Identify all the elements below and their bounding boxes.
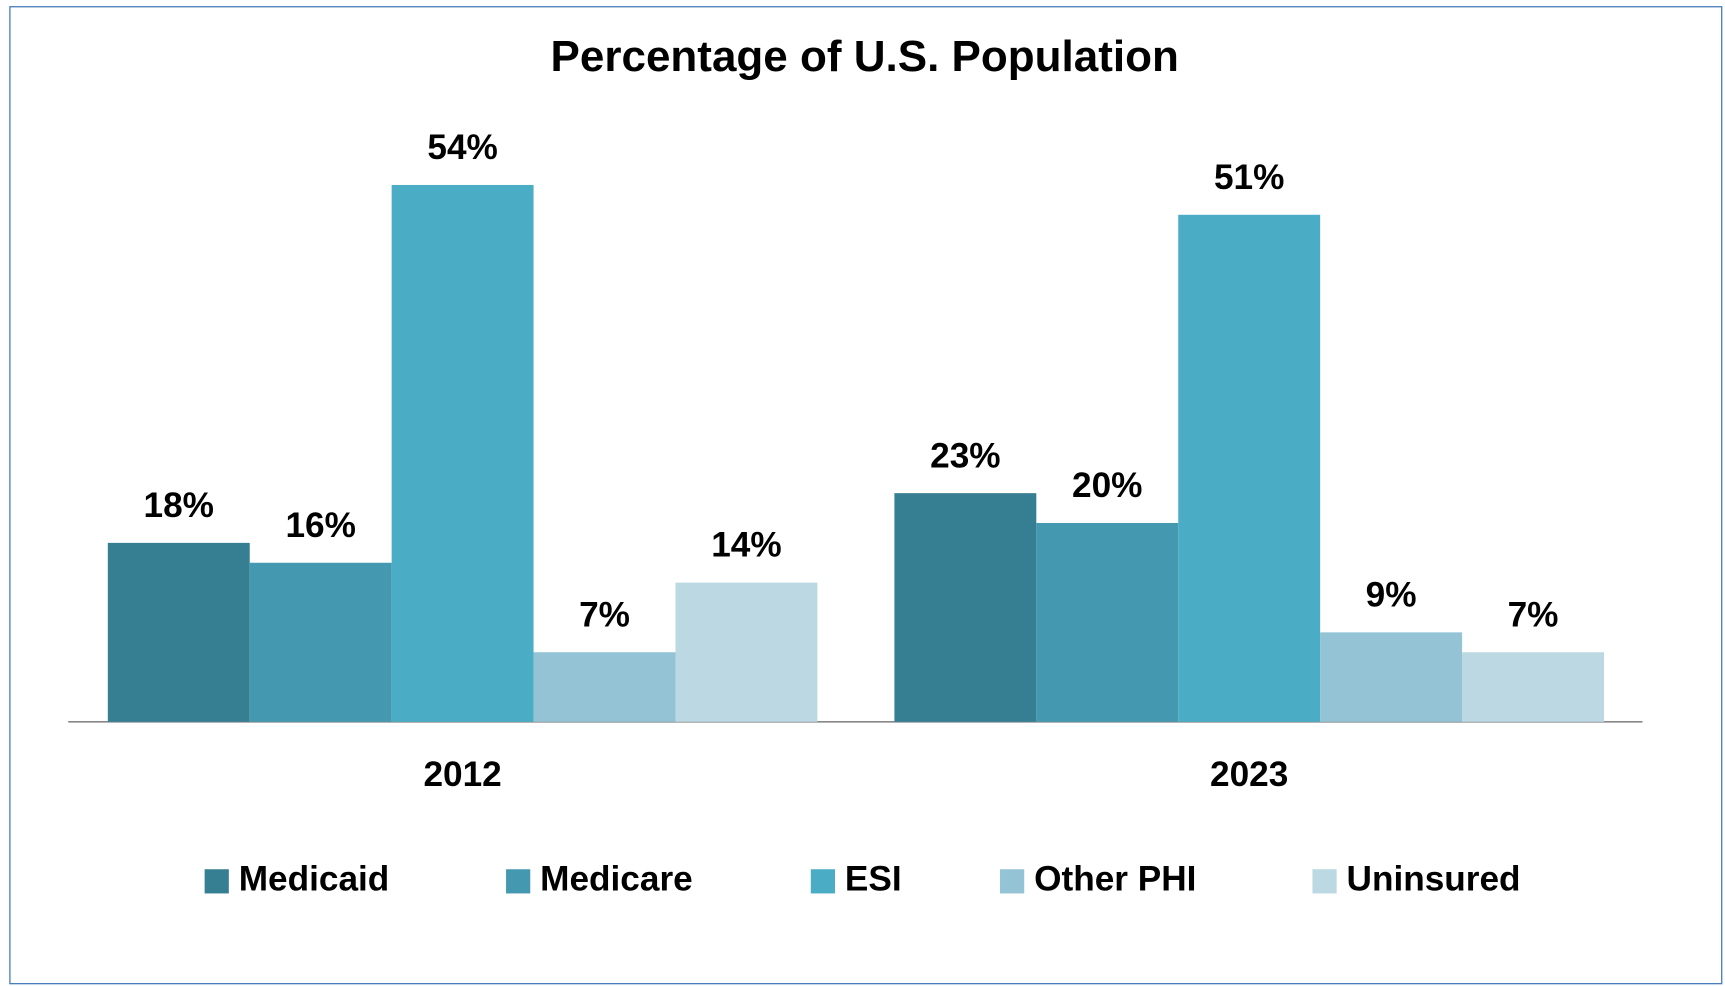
data-label: 9% (1366, 575, 1417, 614)
data-label: 23% (930, 436, 1000, 475)
bar (1178, 214, 1321, 722)
data-label: 7% (579, 595, 630, 634)
legend-label: ESI (845, 860, 902, 899)
chart-frame (9, 6, 1723, 985)
legend-label: Uninsured (1347, 860, 1521, 899)
data-label: 14% (711, 526, 781, 565)
data-label: 20% (1072, 466, 1142, 505)
bar (894, 493, 1037, 722)
legend-label: Medicaid (239, 860, 390, 899)
data-label: 51% (1214, 158, 1284, 197)
bar (391, 184, 534, 722)
chart-title: Percentage of U.S. Population (551, 32, 1179, 81)
data-label: 7% (1508, 595, 1559, 634)
x-tick-label: 2023 (1210, 755, 1288, 794)
legend-swatch (1312, 869, 1337, 894)
bar (675, 582, 818, 722)
bar (1320, 632, 1463, 722)
legend-swatch (1000, 869, 1025, 894)
legend-swatch (506, 869, 531, 894)
x-tick-label: 2012 (423, 755, 501, 794)
legend-label: Medicare (540, 860, 693, 899)
bar (1462, 652, 1604, 722)
legend-swatch (810, 869, 835, 894)
bar (249, 562, 392, 722)
bar (107, 542, 250, 722)
data-label: 18% (144, 486, 214, 525)
data-label: 16% (285, 506, 355, 545)
data-label: 54% (427, 128, 497, 167)
bar (1036, 522, 1179, 722)
legend-label: Other PHI (1034, 860, 1196, 899)
bar (533, 652, 676, 722)
legend-swatch (204, 869, 229, 894)
